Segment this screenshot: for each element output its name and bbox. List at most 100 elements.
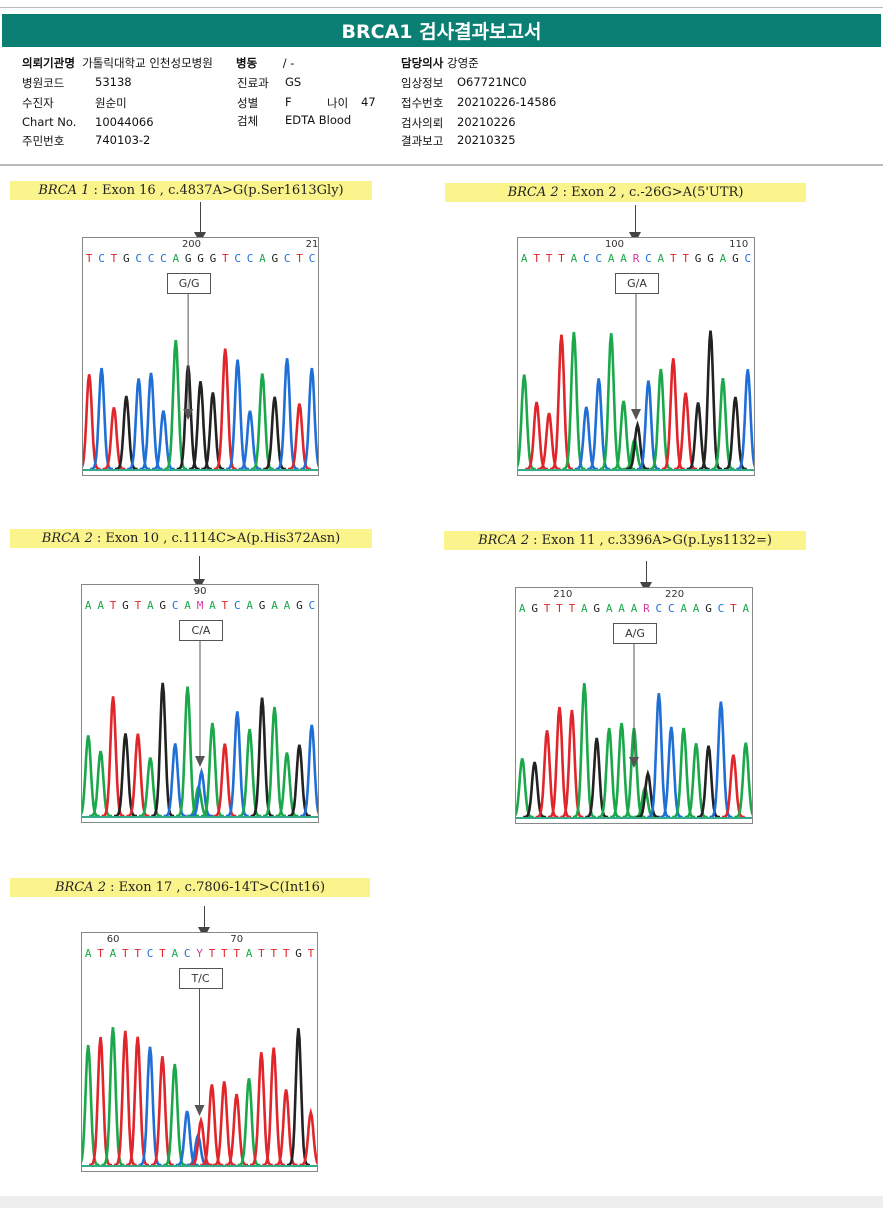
base-call: T [533, 252, 540, 265]
ward-field: 병동 / - [236, 56, 295, 70]
chromatogram: A G T T T A G A A A R C C A A G C T A 210 220 A/G [515, 587, 753, 824]
trace-peak [113, 733, 137, 818]
trace-peak [721, 754, 745, 819]
base-call: C [583, 252, 590, 265]
base-call: G [184, 252, 192, 265]
chromatogram: A T T T A C C A A R C A T T G G A G C 100 110 G/A [517, 237, 755, 476]
pointer-line [646, 561, 647, 587]
base-call: T [282, 947, 290, 960]
base-call: G [122, 599, 129, 612]
gene-name: BRCA 2 [507, 185, 559, 200]
patient-value: 원순미 [95, 96, 127, 110]
base-call: T [222, 252, 229, 265]
trace-peak [518, 374, 536, 471]
base-call: G [258, 599, 266, 612]
base-call: A [271, 599, 278, 612]
base-call: C [595, 252, 603, 265]
pointer-line [200, 202, 201, 237]
base-call: G [707, 252, 714, 265]
base-call: C [183, 947, 191, 960]
trace-peak [83, 374, 101, 471]
base-call: A [259, 252, 266, 265]
trace-peak [535, 730, 559, 819]
trace-peak [238, 728, 262, 818]
base-call: C [744, 252, 752, 265]
base-call: G [593, 602, 601, 615]
trace-peak [610, 722, 634, 819]
base-call: T [258, 947, 265, 960]
base-call: C [645, 252, 652, 265]
chart-no-label: Chart No. [22, 115, 77, 129]
trace-peak [150, 1056, 174, 1167]
trace-peak [250, 373, 274, 471]
base-call: A [171, 947, 179, 960]
trace-peak [684, 743, 708, 819]
base-call: C [171, 599, 179, 612]
trace-peak [201, 392, 225, 471]
report-date-label: 결과보고 [401, 134, 444, 148]
trace-peak [189, 1115, 213, 1167]
header-divider [0, 164, 883, 166]
base-call: A [109, 947, 117, 960]
gene-name: BRCA 2 [41, 531, 93, 546]
base-call: A [620, 252, 627, 265]
base-call: T [568, 602, 576, 615]
trace-peak [249, 1052, 273, 1167]
base-call: G [531, 602, 538, 615]
trace-peak [674, 392, 698, 471]
trace-peak [127, 378, 151, 471]
trace-peak [213, 743, 237, 818]
chromatogram: A T A T T C T A C Y T T T A T T T G T 60 70 T/C [81, 932, 318, 1172]
pointer-line [199, 556, 200, 584]
receipt-no-value: 20210226-14586 [457, 95, 557, 109]
trace-peak [101, 696, 125, 818]
receipt-no-label: 접수번호 [401, 96, 444, 110]
trace-peak [200, 1084, 224, 1167]
trace-peak [164, 339, 188, 471]
doctor-field: 담당의사 강영준 [401, 56, 479, 70]
base-call: A [84, 947, 92, 960]
base-call: A [283, 599, 291, 612]
trace-peak [226, 359, 249, 471]
trace-peak [699, 330, 722, 471]
base-call: A [97, 599, 104, 612]
report-date-value: 20210325 [457, 133, 516, 147]
position-number: 100 [604, 239, 625, 250]
base-call: G [694, 252, 702, 265]
trace-peak [697, 745, 720, 819]
trace-peak [237, 1078, 261, 1167]
base-call: A [246, 599, 253, 612]
base-call: G [209, 252, 217, 265]
base-call: R [643, 602, 650, 615]
position-number: 70 [230, 934, 244, 945]
specimen-value: EDTA Blood [285, 113, 352, 127]
base-call: C [308, 599, 316, 612]
base-call: C [147, 252, 155, 265]
sex-value: F [285, 95, 292, 109]
trace-peak [647, 693, 671, 819]
trace-peak [585, 737, 609, 819]
base-call: T [221, 599, 229, 612]
trace-peak [597, 727, 621, 819]
genotype-box: G/G [167, 273, 212, 294]
arrow-down-icon [195, 756, 205, 767]
genotype-box: T/C [178, 968, 223, 989]
base-call: T [296, 252, 303, 265]
base-call: T [556, 602, 563, 615]
page-footer [0, 1196, 883, 1208]
base-call: A [581, 602, 588, 615]
variant-label: BRCA 1: Exon 16 , c.4837A>G(p.Ser1613Gly… [10, 181, 372, 200]
base-call: A [618, 602, 625, 615]
base-call: T [97, 947, 104, 960]
trace-peak [102, 407, 126, 471]
sex-label: 성별 [237, 96, 259, 110]
pointer-line [635, 205, 636, 237]
trace-peak [213, 348, 237, 471]
trace-peak [89, 750, 113, 818]
base-call: T [122, 947, 129, 960]
base-call: T [233, 947, 240, 960]
arrow-down-icon [194, 1105, 205, 1116]
trace-peak [151, 682, 175, 818]
trace-peak [686, 402, 710, 471]
